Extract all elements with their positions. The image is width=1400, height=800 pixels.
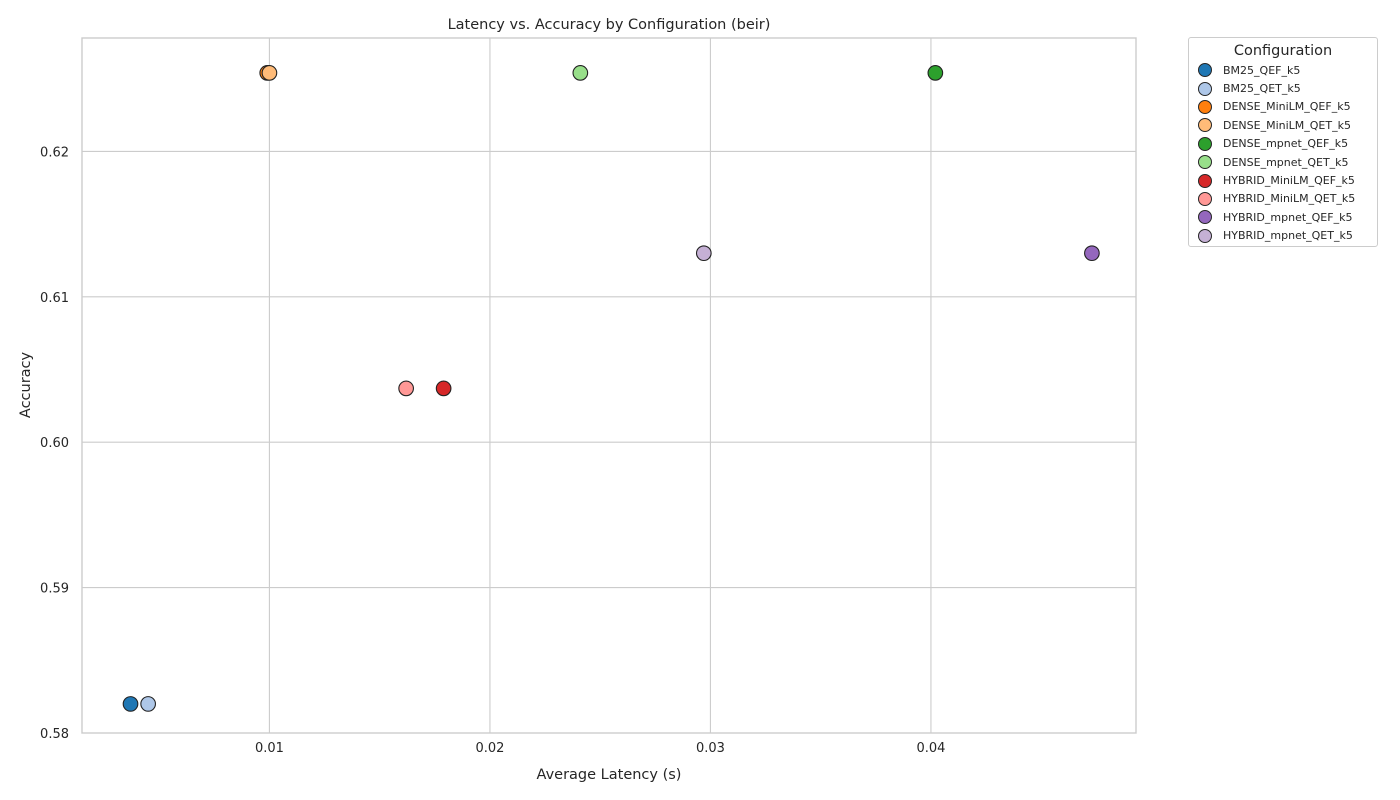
scatter-point [398, 380, 414, 397]
scatter-point [122, 696, 139, 712]
scatter-point [261, 65, 278, 81]
x-tick-label: 0.01 [255, 741, 284, 756]
y-axis-label: Accuracy [18, 351, 34, 418]
legend-marker-icon [1198, 155, 1212, 170]
legend-marker-icon [1198, 118, 1212, 133]
legend-marker-icon [1198, 191, 1212, 206]
y-tick-label: 0.60 [40, 436, 69, 451]
legend-label: DENSE_mpnet_QET_k5 [1223, 155, 1349, 169]
legend-item: DENSE_mpnet_QEF_k5 [1189, 135, 1377, 153]
legend-item: DENSE_mpnet_QET_k5 [1189, 153, 1377, 171]
legend-item: HYBRID_mpnet_QEF_k5 [1189, 208, 1377, 226]
scatter-point [695, 245, 712, 262]
legend-label: BM25_QEF_k5 [1223, 63, 1301, 77]
legend-marker-icon [1198, 99, 1212, 114]
legend-marker-icon [1198, 210, 1212, 225]
scatter-point [572, 65, 589, 81]
legend-item: HYBRID_MiniLM_QEF_k5 [1189, 171, 1377, 189]
legend-items: BM25_QEF_k5 BM25_QET_k5 DENSE_MiniLM_QEF_k… [1189, 61, 1377, 245]
tick-layer: 0.01 0.02 0.03 0.04 0.58 0.59 0.60 0.61 0.62 [40, 145, 945, 756]
legend-item: BM25_QEF_k5 [1189, 61, 1377, 79]
x-axis-label: Average Latency (s) [537, 767, 682, 783]
y-tick-label: 0.61 [40, 291, 69, 306]
legend: Configuration BM25_QEF_k5 BM25_QET_k5 DENS… [1188, 37, 1378, 247]
scatter-point [1084, 245, 1100, 262]
legend-marker-icon [1198, 228, 1212, 243]
x-tick-label: 0.03 [696, 741, 725, 756]
legend-marker-icon [1198, 63, 1212, 78]
legend-title: Configuration [1233, 43, 1333, 59]
legend-item: HYBRID_MiniLM_QET_k5 [1189, 190, 1377, 208]
legend-item: HYBRID_mpnet_QET_k5 [1189, 227, 1377, 245]
legend-item: DENSE_MiniLM_QET_k5 [1189, 116, 1377, 134]
legend-label: DENSE_mpnet_QEF_k5 [1223, 137, 1349, 151]
legend-item: BM25_QET_k5 [1189, 79, 1377, 97]
legend-label: HYBRID_mpnet_QET_k5 [1223, 229, 1353, 243]
legend-marker-icon [1198, 173, 1212, 188]
legend-label: DENSE_MiniLM_QET_k5 [1223, 118, 1351, 132]
grid-layer [82, 38, 1136, 734]
legend-marker-icon [1198, 81, 1212, 96]
x-tick-label: 0.02 [475, 741, 504, 756]
scatter-point [927, 65, 944, 81]
legend-label: HYBRID_mpnet_QEF_k5 [1223, 210, 1353, 224]
legend-item: DENSE_MiniLM_QEF_k5 [1189, 98, 1377, 116]
plot-frame [81, 37, 1137, 734]
legend-label: BM25_QET_k5 [1223, 82, 1301, 96]
scatter-point [140, 696, 157, 712]
legend-label: HYBRID_MiniLM_QEF_k5 [1223, 174, 1355, 188]
scatter-point [435, 380, 452, 397]
y-tick-label: 0.58 [40, 727, 69, 742]
x-tick-label: 0.04 [916, 741, 945, 756]
legend-marker-icon [1198, 136, 1212, 151]
legend-label: DENSE_MiniLM_QEF_k5 [1223, 100, 1351, 114]
y-tick-label: 0.62 [40, 145, 69, 160]
y-tick-label: 0.59 [40, 582, 69, 597]
point-layer [122, 65, 1100, 712]
legend-label: HYBRID_MiniLM_QET_k5 [1223, 192, 1356, 206]
chart-title: Latency vs. Accuracy by Configuration (b… [448, 17, 771, 33]
